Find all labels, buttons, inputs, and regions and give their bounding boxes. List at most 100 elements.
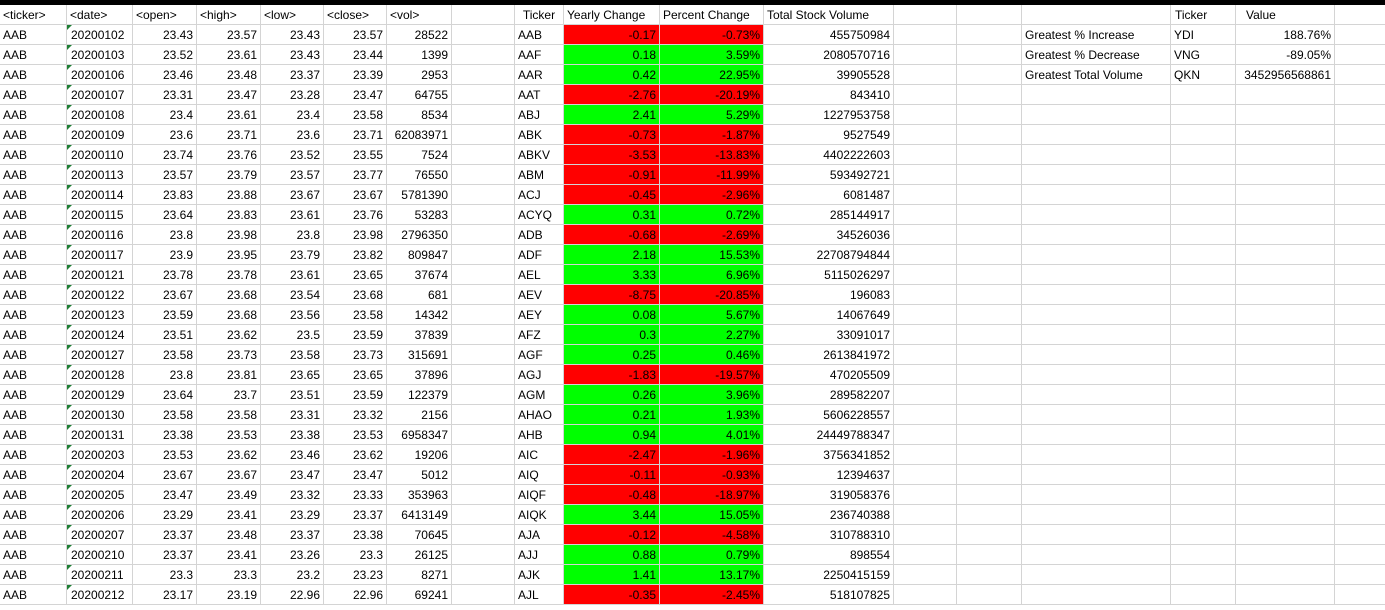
percent-change-cell[interactable]: 0.79% xyxy=(660,545,764,565)
empty-cell[interactable] xyxy=(452,465,515,485)
empty-cell[interactable] xyxy=(1171,265,1236,285)
empty-cell[interactable] xyxy=(1335,305,1385,325)
percent-change-cell[interactable]: -2.45% xyxy=(660,585,764,605)
open-cell[interactable]: 23.57 xyxy=(133,165,197,185)
low-cell[interactable]: 23.31 xyxy=(261,405,324,425)
close-cell[interactable]: 23.38 xyxy=(324,525,387,545)
low-cell[interactable]: 23.46 xyxy=(261,445,324,465)
date-cell[interactable]: 20200130 xyxy=(67,405,133,425)
close-cell[interactable]: 23.37 xyxy=(324,505,387,525)
total-volume-cell[interactable]: 310788310 xyxy=(764,525,894,545)
date-cell[interactable]: 20200102 xyxy=(67,25,133,45)
open-cell[interactable]: 23.74 xyxy=(133,145,197,165)
empty-cell[interactable] xyxy=(1335,85,1385,105)
ticker-cell[interactable]: AAB xyxy=(0,585,67,605)
empty-cell[interactable] xyxy=(957,365,1022,385)
low-cell[interactable]: 23.37 xyxy=(261,525,324,545)
summary-ticker-cell[interactable]: ABKV xyxy=(515,145,564,165)
greatest-label-cell[interactable]: Greatest % Increase xyxy=(1022,25,1171,45)
percent-change-cell[interactable]: 3.96% xyxy=(660,385,764,405)
close-cell[interactable]: 23.58 xyxy=(324,305,387,325)
close-cell[interactable]: 23.71 xyxy=(324,125,387,145)
empty-cell[interactable] xyxy=(1022,265,1171,285)
empty-cell[interactable] xyxy=(1236,245,1335,265)
high-cell[interactable]: 23.79 xyxy=(197,165,261,185)
empty-cell[interactable] xyxy=(1171,225,1236,245)
summary-ticker-cell[interactable]: AIQK xyxy=(515,505,564,525)
empty-cell[interactable] xyxy=(1022,405,1171,425)
summary-ticker-cell[interactable]: AIQF xyxy=(515,485,564,505)
close-cell[interactable]: 23.77 xyxy=(324,165,387,185)
vol-cell[interactable]: 6958347 xyxy=(387,425,452,445)
vol-cell[interactable]: 37839 xyxy=(387,325,452,345)
close-cell[interactable]: 23.39 xyxy=(324,65,387,85)
percent-change-cell[interactable]: -20.19% xyxy=(660,85,764,105)
low-cell[interactable]: 23.4 xyxy=(261,105,324,125)
date-cell[interactable]: 20200210 xyxy=(67,545,133,565)
close-cell[interactable]: 23.33 xyxy=(324,485,387,505)
empty-cell[interactable] xyxy=(452,285,515,305)
empty-cell[interactable] xyxy=(1236,205,1335,225)
empty-cell[interactable] xyxy=(1022,105,1171,125)
empty-cell[interactable] xyxy=(1335,265,1385,285)
yearly-change-cell[interactable]: 0.88 xyxy=(564,545,660,565)
low-cell[interactable]: 23.28 xyxy=(261,85,324,105)
empty-cell[interactable] xyxy=(452,325,515,345)
ticker-cell[interactable]: AAB xyxy=(0,25,67,45)
percent-change-cell[interactable]: 6.96% xyxy=(660,265,764,285)
column-header[interactable] xyxy=(894,5,957,25)
open-cell[interactable]: 23.59 xyxy=(133,305,197,325)
empty-cell[interactable] xyxy=(1171,565,1236,585)
empty-cell[interactable] xyxy=(1236,465,1335,485)
open-cell[interactable]: 23.8 xyxy=(133,365,197,385)
close-cell[interactable]: 23.59 xyxy=(324,325,387,345)
empty-cell[interactable] xyxy=(1236,185,1335,205)
empty-cell[interactable] xyxy=(1335,545,1385,565)
close-cell[interactable]: 23.58 xyxy=(324,105,387,125)
empty-cell[interactable] xyxy=(1171,205,1236,225)
close-cell[interactable]: 23.82 xyxy=(324,245,387,265)
percent-change-cell[interactable]: -0.73% xyxy=(660,25,764,45)
open-cell[interactable]: 23.51 xyxy=(133,325,197,345)
empty-cell[interactable] xyxy=(452,85,515,105)
empty-cell[interactable] xyxy=(894,145,957,165)
empty-cell[interactable] xyxy=(1022,225,1171,245)
empty-cell[interactable] xyxy=(1171,145,1236,165)
empty-cell[interactable] xyxy=(452,425,515,445)
empty-cell[interactable] xyxy=(1171,125,1236,145)
column-header[interactable] xyxy=(1335,5,1385,25)
ticker-cell[interactable]: AAB xyxy=(0,225,67,245)
column-header[interactable]: <open> xyxy=(133,5,197,25)
close-cell[interactable]: 23.23 xyxy=(324,565,387,585)
total-volume-cell[interactable]: 5115026297 xyxy=(764,265,894,285)
empty-cell[interactable] xyxy=(894,225,957,245)
empty-cell[interactable] xyxy=(1335,565,1385,585)
date-cell[interactable]: 20200131 xyxy=(67,425,133,445)
empty-cell[interactable] xyxy=(1171,485,1236,505)
ticker-cell[interactable]: AAB xyxy=(0,425,67,445)
date-cell[interactable]: 20200108 xyxy=(67,105,133,125)
yearly-change-cell[interactable]: 2.18 xyxy=(564,245,660,265)
greatest-label-cell[interactable]: Greatest % Decrease xyxy=(1022,45,1171,65)
close-cell[interactable]: 23.67 xyxy=(324,185,387,205)
ticker-cell[interactable]: AAB xyxy=(0,545,67,565)
ticker-cell[interactable]: AAB xyxy=(0,45,67,65)
vol-cell[interactable]: 5781390 xyxy=(387,185,452,205)
percent-change-cell[interactable]: -0.93% xyxy=(660,465,764,485)
column-header[interactable]: Value xyxy=(1236,5,1335,25)
empty-cell[interactable] xyxy=(1171,365,1236,385)
empty-cell[interactable] xyxy=(1022,465,1171,485)
open-cell[interactable]: 23.6 xyxy=(133,125,197,145)
percent-change-cell[interactable]: -2.69% xyxy=(660,225,764,245)
vol-cell[interactable]: 8271 xyxy=(387,565,452,585)
high-cell[interactable]: 23.58 xyxy=(197,405,261,425)
empty-cell[interactable] xyxy=(1236,485,1335,505)
high-cell[interactable]: 23.71 xyxy=(197,125,261,145)
total-volume-cell[interactable]: 24449788347 xyxy=(764,425,894,445)
yearly-change-cell[interactable]: -0.91 xyxy=(564,165,660,185)
date-cell[interactable]: 20200127 xyxy=(67,345,133,365)
low-cell[interactable]: 22.96 xyxy=(261,585,324,605)
empty-cell[interactable] xyxy=(1022,305,1171,325)
summary-ticker-cell[interactable]: AEL xyxy=(515,265,564,285)
ticker-cell[interactable]: AAB xyxy=(0,325,67,345)
